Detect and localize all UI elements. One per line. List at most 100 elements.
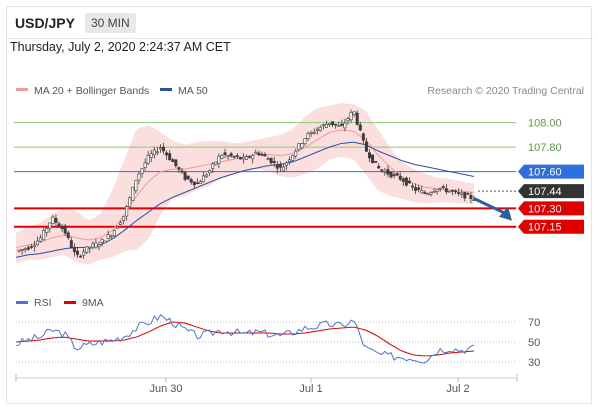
forecast-arrow-head xyxy=(499,206,512,221)
level-107-30-tag xyxy=(518,201,584,216)
candle-body xyxy=(60,227,64,229)
candle-body xyxy=(407,180,411,184)
candle-body xyxy=(383,171,387,173)
candle-body xyxy=(426,193,430,196)
candle-body xyxy=(23,248,27,251)
candle-body xyxy=(94,242,98,248)
candle-body xyxy=(217,155,221,164)
candle-body xyxy=(355,112,359,125)
candle-body xyxy=(367,152,371,159)
candle-body xyxy=(251,155,255,160)
candle-body xyxy=(51,216,55,224)
candle-body xyxy=(447,190,451,193)
symbol-label: USD/JPY xyxy=(15,15,75,31)
candle-body xyxy=(125,206,129,217)
candle-body xyxy=(457,192,461,194)
level-107-60-tag xyxy=(518,164,584,179)
candle-body xyxy=(189,179,193,183)
candle-body xyxy=(248,156,252,158)
legend-swatch-0 xyxy=(16,88,28,91)
candle-body xyxy=(220,155,224,159)
candle-body xyxy=(324,124,328,128)
candle-body xyxy=(146,155,150,164)
candle-body xyxy=(444,188,448,193)
candle-body xyxy=(275,164,279,169)
candle-body xyxy=(411,185,415,188)
candle-body xyxy=(278,163,282,168)
candle-body xyxy=(152,149,156,155)
candle-body xyxy=(238,156,242,160)
level-108-00-label: 108.00 xyxy=(528,118,562,130)
legend-label-1: MA 50 xyxy=(178,85,208,97)
candle-body xyxy=(103,240,107,244)
candle-body xyxy=(303,138,307,144)
candle-body xyxy=(257,152,261,156)
candle-body xyxy=(45,228,49,233)
ma20-line xyxy=(15,129,475,248)
chart-widget: USD/JPY 30 MIN xyxy=(6,6,593,404)
candle-body xyxy=(91,243,95,248)
candle-body xyxy=(281,166,285,172)
candle-body xyxy=(429,192,433,195)
level-107-15-label: 107.15 xyxy=(528,222,562,234)
candle-body xyxy=(208,170,212,174)
rsi-ma-legend-swatch xyxy=(64,301,76,304)
candle-body xyxy=(450,190,454,192)
datetime-label: Thursday, July 2, 2020 2:24:37 AM CET xyxy=(10,40,231,54)
rsi-tick-70: 70 xyxy=(528,317,540,329)
candle-body xyxy=(432,191,436,193)
candle-body xyxy=(134,180,138,191)
header-bar: USD/JPY 30 MIN xyxy=(7,7,593,39)
candle-body xyxy=(226,155,230,157)
candle-body xyxy=(205,174,209,178)
forecast-arrow-shaft xyxy=(473,197,507,216)
candle-body xyxy=(435,189,439,192)
candle-body xyxy=(306,133,310,139)
candle-body xyxy=(334,123,338,126)
candle-body xyxy=(420,190,424,194)
level-107-30-label: 107.30 xyxy=(528,203,562,215)
candle-body xyxy=(358,124,362,131)
candle-body xyxy=(214,161,218,165)
candle-body xyxy=(223,152,227,156)
candle-body xyxy=(131,186,135,201)
candle-body xyxy=(42,230,46,241)
candle-body xyxy=(162,146,166,152)
candle-body xyxy=(109,235,113,238)
candle-body xyxy=(395,173,399,176)
candle-body xyxy=(39,237,43,242)
rsi-line xyxy=(15,314,475,364)
candle-body xyxy=(155,151,159,154)
candle-body xyxy=(377,165,381,169)
candle-body xyxy=(54,218,58,223)
candle-body xyxy=(100,239,104,243)
candle-body xyxy=(202,175,206,183)
candle-body xyxy=(441,186,445,188)
candle-body xyxy=(137,173,141,181)
candle-body xyxy=(82,251,86,256)
candle-body xyxy=(361,133,365,141)
candle-body xyxy=(297,143,301,151)
candle-body xyxy=(183,172,187,180)
interval-button[interactable]: 30 MIN xyxy=(85,13,136,33)
candle-body xyxy=(69,240,73,248)
candle-body xyxy=(229,153,233,157)
candle-body xyxy=(404,177,408,186)
candle-body xyxy=(85,246,89,253)
candle-body xyxy=(438,187,442,190)
candle-body xyxy=(122,215,126,221)
candle-body xyxy=(66,232,70,239)
candle-body xyxy=(241,156,245,160)
candle-body xyxy=(57,223,61,227)
candle-body xyxy=(171,159,175,163)
rsi-ma-legend-label: 9MA xyxy=(82,297,104,309)
candle-body xyxy=(174,159,178,167)
x-tick-label-2: Jul 2 xyxy=(446,383,469,395)
level-107-80-label: 107.80 xyxy=(528,142,562,154)
level-107-44-tag xyxy=(518,184,584,199)
candle-body xyxy=(79,255,83,258)
candle-body xyxy=(232,155,236,158)
candle-body xyxy=(149,153,153,158)
candle-body xyxy=(414,187,418,191)
